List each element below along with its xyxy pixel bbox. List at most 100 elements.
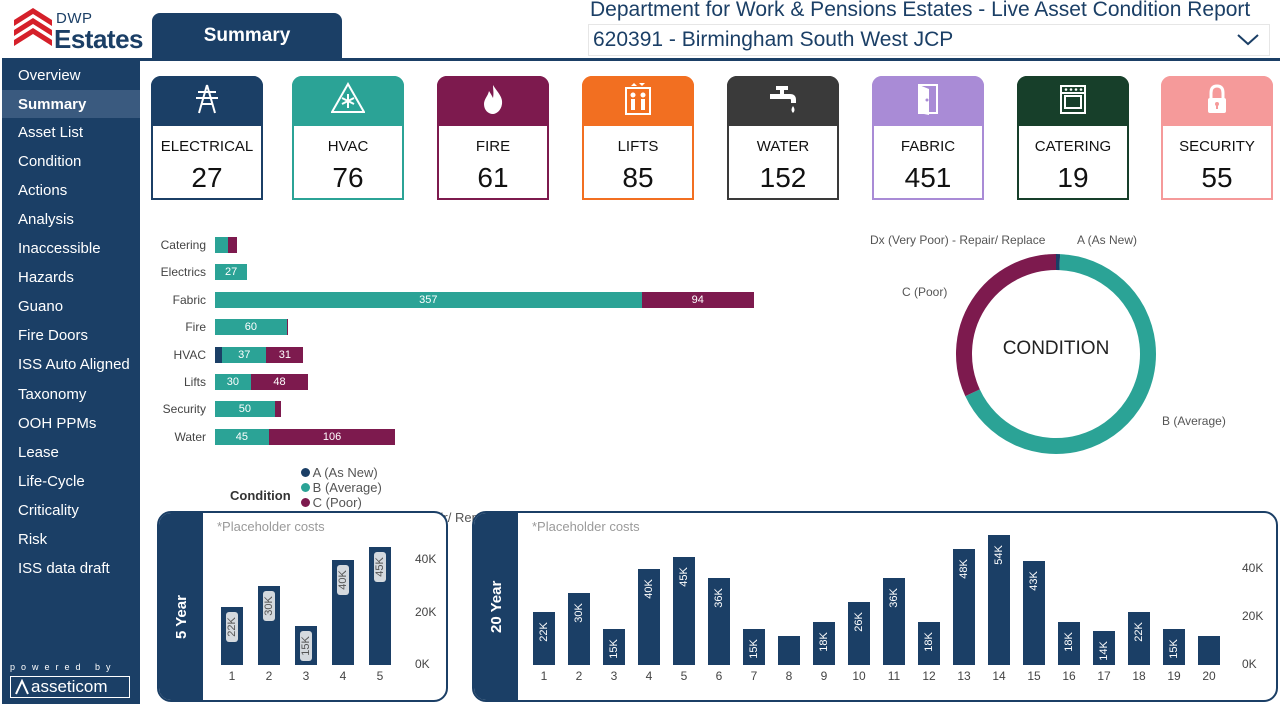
site-selector-dropdown[interactable]: 620391 - Birmingham South West JCP xyxy=(588,24,1270,56)
sidebar-item-guano[interactable]: Guano xyxy=(2,292,140,320)
bar-segment[interactable]: 37 xyxy=(222,347,266,363)
cost-bar-label: 30K xyxy=(263,591,275,621)
powered-by-text: powered by xyxy=(10,662,117,672)
sidebar-item-hazards[interactable]: Hazards xyxy=(2,263,140,291)
sidebar-item-risk[interactable]: Risk xyxy=(2,525,140,553)
category-card-electrical[interactable]: ELECTRICAL 27 xyxy=(151,76,263,200)
x-axis-tick-label: 13 xyxy=(949,669,979,683)
sidebar-item-ooh-ppms[interactable]: OOH PPMs xyxy=(2,409,140,437)
bar-category-label: HVAC xyxy=(146,348,206,362)
bar-segment[interactable]: 48 xyxy=(251,374,308,390)
bar-segment[interactable]: 30 xyxy=(215,374,251,390)
x-axis-tick-label: 6 xyxy=(704,669,734,683)
asseticom-logo[interactable]: asseticom xyxy=(10,676,130,698)
card-header xyxy=(437,76,549,126)
donut-label-c-poor: C (Poor) xyxy=(902,285,947,299)
x-axis-tick-label: 1 xyxy=(529,669,559,683)
bar-segment[interactable] xyxy=(228,237,236,253)
x-axis-tick-label: 15 xyxy=(1019,669,1049,683)
bar-category-label: Catering xyxy=(146,238,206,252)
card-value: 19 xyxy=(1019,162,1127,194)
x-axis-tick-label: 9 xyxy=(809,669,839,683)
sidebar-item-actions[interactable]: Actions xyxy=(2,176,140,204)
page-tab-summary[interactable]: Summary xyxy=(152,13,342,59)
asseticom-mark-icon xyxy=(14,679,30,695)
bar-segment[interactable]: 27 xyxy=(215,264,247,280)
legend-item-c-poor[interactable]: C (Poor) xyxy=(301,495,503,510)
logo-big-text: Estates xyxy=(54,24,143,55)
y-axis-tick-label: 20K xyxy=(1242,609,1263,623)
sidebar-item-life-cycle[interactable]: Life-Cycle xyxy=(2,467,140,495)
sidebar-item-analysis[interactable]: Analysis xyxy=(2,205,140,233)
dwp-estates-logo[interactable]: DWP Estates xyxy=(14,4,144,54)
card-label: WATER xyxy=(729,138,837,155)
cost-bar-label: 22K xyxy=(1133,617,1145,647)
sidebar-item-overview[interactable]: Overview xyxy=(2,61,140,89)
legend-item-a-as-new[interactable]: A (As New) xyxy=(301,465,503,480)
bar-segment[interactable]: 60 xyxy=(215,319,287,335)
card-label: HVAC xyxy=(294,138,402,155)
cost-bar-label: 26K xyxy=(853,607,865,637)
bar-segment[interactable]: 50 xyxy=(215,401,275,417)
card-header xyxy=(1017,76,1129,126)
panel-side-band: 5 Year xyxy=(159,513,203,700)
sidebar-item-taxonomy[interactable]: Taxonomy xyxy=(2,380,140,408)
x-axis-tick-label: 3 xyxy=(599,669,629,683)
y-axis-tick-label: 40K xyxy=(1242,561,1263,575)
oven-icon xyxy=(1056,82,1090,121)
bar-data-label: 27 xyxy=(225,266,237,278)
category-card-hvac[interactable]: HVAC 76 xyxy=(292,76,404,200)
bar-segment[interactable] xyxy=(215,347,222,363)
cost-bar-label: 15K xyxy=(608,634,620,664)
category-card-fire[interactable]: FIRE 61 xyxy=(437,76,549,200)
dashboard: DWP Estates Summary Department for Work … xyxy=(0,0,1280,704)
category-card-security[interactable]: SECURITY 55 xyxy=(1161,76,1273,200)
x-axis-tick-label: 14 xyxy=(984,669,1014,683)
category-card-lifts[interactable]: LIFTS 85 xyxy=(582,76,694,200)
x-axis-tick-label: 17 xyxy=(1089,669,1119,683)
sidebar-item-lease[interactable]: Lease xyxy=(2,438,140,466)
bar-segment[interactable]: 357 xyxy=(215,292,642,308)
card-header xyxy=(872,76,984,126)
cost-bar-label: 22K xyxy=(538,617,550,647)
placeholder-costs-note: *Placeholder costs xyxy=(532,519,640,534)
donut-center-label: CONDITION xyxy=(970,338,1142,360)
sidebar-item-inaccessible[interactable]: Inaccessible xyxy=(2,234,140,262)
legend-item-b-average[interactable]: B (Average) xyxy=(301,480,503,495)
sidebar-item-iss-auto-aligned[interactable]: ISS Auto Aligned xyxy=(2,350,140,378)
sidebar-item-criticality[interactable]: Criticality xyxy=(2,496,140,524)
sidebar-item-asset-list[interactable]: Asset List xyxy=(2,118,140,146)
legend-label: B (Average) xyxy=(313,480,382,495)
cost-bar[interactable] xyxy=(778,636,800,665)
y-axis-tick-label: 0K xyxy=(1242,657,1257,671)
bar-segment[interactable] xyxy=(215,237,228,253)
sidebar-item-condition[interactable]: Condition xyxy=(2,147,140,175)
donut-slice-c-poor[interactable] xyxy=(964,262,1056,393)
cost-bar[interactable] xyxy=(1198,636,1220,665)
bar-category-label: Fire xyxy=(146,320,206,334)
sidebar-item-fire-doors[interactable]: Fire Doors xyxy=(2,321,140,349)
category-card-water[interactable]: WATER 152 xyxy=(727,76,839,200)
bar-segment[interactable]: 45 xyxy=(215,429,269,445)
cost-bar-label: 45K xyxy=(374,552,386,582)
bar-segment[interactable] xyxy=(287,319,288,335)
bar-category-label: Lifts xyxy=(146,375,206,389)
x-axis-tick-label: 1 xyxy=(217,669,247,683)
chevron-down-icon[interactable] xyxy=(1235,28,1261,50)
x-axis-tick-label: 2 xyxy=(564,669,594,683)
x-axis-tick-label: 18 xyxy=(1124,669,1154,683)
legend-marker xyxy=(301,483,310,492)
bar-segment[interactable]: 106 xyxy=(269,429,396,445)
cost-bar-label: 40K xyxy=(337,565,349,595)
category-card-catering[interactable]: CATERING 19 xyxy=(1017,76,1129,200)
asseticom-brand-text: asseticom xyxy=(31,677,108,697)
bar-segment[interactable]: 94 xyxy=(642,292,754,308)
card-value: 55 xyxy=(1163,162,1271,194)
bar-segment[interactable] xyxy=(275,401,281,417)
bar-segment[interactable]: 31 xyxy=(266,347,303,363)
sidebar-item-summary[interactable]: Summary xyxy=(2,90,140,118)
category-card-fabric[interactable]: FABRIC 451 xyxy=(872,76,984,200)
sidebar-item-iss-data-draft[interactable]: ISS data draft xyxy=(2,554,140,582)
cost-bar-label: 36K xyxy=(888,583,900,613)
panel-title-20-year: 20 Year xyxy=(488,581,505,633)
